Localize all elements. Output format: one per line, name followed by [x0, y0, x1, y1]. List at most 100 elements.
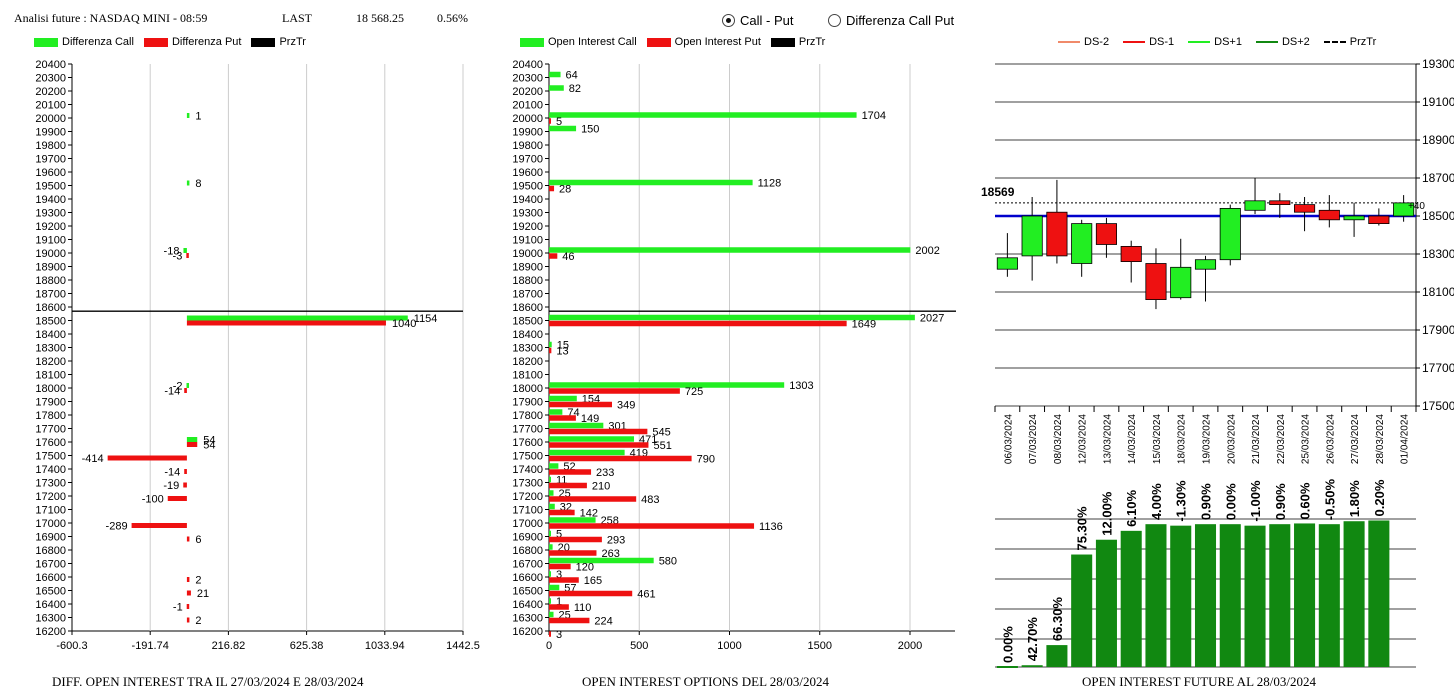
legend-swatch-call — [34, 37, 58, 47]
x-tick-label: 1500 — [808, 640, 832, 652]
bar-call — [549, 557, 654, 564]
y-tick-label: 16300 — [35, 613, 66, 625]
y-tick-label: 18800 — [512, 275, 543, 287]
y-tick-label: 17500 — [1422, 399, 1454, 413]
oi-bar — [1046, 645, 1068, 667]
bar-put — [186, 590, 191, 596]
candle-body — [1368, 215, 1390, 224]
data-label: 21 — [197, 588, 209, 600]
radio-diff-label: Differenza Call Put — [846, 13, 955, 28]
y-tick-label: 18400 — [512, 329, 543, 341]
bar-call — [186, 437, 198, 442]
bar-put — [549, 604, 569, 610]
data-label: 2002 — [915, 245, 939, 257]
x-tick-label: -191.74 — [132, 640, 169, 652]
data-label: -1.30% — [1174, 480, 1189, 522]
bar-call — [549, 409, 563, 415]
y-tick-label: 16800 — [512, 545, 543, 557]
y-tick-label: 17300 — [35, 478, 66, 490]
x-tick-label: 15/03/2024 — [1152, 414, 1163, 464]
legend-swatch-prztr — [251, 37, 276, 47]
radio-diff-call-put[interactable]: Differenza Call Put — [828, 13, 954, 28]
oi-bar — [1269, 524, 1291, 667]
data-label: 551 — [653, 440, 671, 452]
data-label: 263 — [601, 548, 619, 560]
y-tick-label: 18600 — [512, 302, 543, 314]
y-tick-label: 18500 — [512, 316, 543, 328]
y-tick-label: 19300 — [1422, 57, 1454, 71]
y-tick-label: 19000 — [512, 248, 543, 260]
radio-call-put-label: Call - Put — [740, 13, 794, 28]
x-tick-label: 01/04/2024 — [1400, 414, 1411, 464]
legend-label: DS+1 — [1214, 36, 1242, 48]
data-label: 64 — [566, 70, 578, 82]
y-tick-label: 18200 — [35, 356, 66, 368]
oi-bar — [1343, 521, 1365, 667]
bar-put — [131, 523, 187, 528]
x-tick-label: 1033.94 — [365, 640, 405, 652]
legend-line-prztr — [1323, 41, 1346, 43]
y-tick-label: 20300 — [35, 73, 66, 85]
x-tick-label: 18/03/2024 — [1177, 414, 1188, 464]
bar-put — [549, 550, 597, 556]
candle-body — [1120, 245, 1142, 262]
legend-label: PrzTr — [1349, 36, 1377, 48]
y-tick-label: 19500 — [512, 181, 543, 193]
data-label: 1154 — [414, 313, 438, 325]
bar-call — [549, 125, 577, 132]
data-label: 3 — [556, 629, 562, 641]
y-tick-label: 17600 — [512, 437, 543, 449]
y-tick-label: 19600 — [35, 167, 66, 179]
data-label: 790 — [697, 454, 715, 466]
radio-dot[interactable] — [828, 14, 841, 27]
y-tick-label: 18900 — [512, 262, 543, 274]
y-tick-label: 16400 — [35, 599, 66, 611]
caption-oi-options: OPEN INTEREST OPTIONS DEL 28/03/2024 — [582, 674, 829, 689]
data-label: 142 — [580, 508, 598, 520]
legend-line-ds+2 — [1255, 41, 1278, 43]
oi-bar — [1194, 524, 1217, 667]
y-tick-label: 20200 — [35, 86, 66, 98]
radio-dot-selected[interactable] — [722, 14, 735, 27]
bar-put — [549, 118, 551, 124]
data-label: 461 — [637, 589, 655, 601]
y-tick-label: 17000 — [512, 518, 543, 530]
legend-line-ds-2 — [1058, 41, 1080, 43]
oi-bar — [1095, 539, 1117, 667]
x-tick-label: -600.3 — [56, 640, 87, 652]
x-tick-label: 12/03/2024 — [1078, 414, 1089, 464]
candle-body — [1393, 202, 1415, 217]
bar-call — [186, 383, 190, 388]
data-label: -1.00% — [1248, 480, 1263, 522]
data-label: 46 — [562, 251, 574, 263]
data-label: 6 — [195, 534, 201, 546]
legend-candles: DS-2 DS-1 DS+1 DS+2 PrzTr — [1058, 36, 1376, 48]
y-tick-label: 17100 — [512, 505, 543, 517]
y-tick-label: 19000 — [35, 248, 66, 260]
y-tick-label: 18800 — [35, 275, 66, 287]
y-tick-label: 17100 — [35, 505, 66, 517]
data-label: 210 — [592, 481, 610, 493]
legend-label: DS-1 — [1149, 36, 1175, 48]
legend-swatch-prztr — [770, 37, 795, 47]
bar-call — [549, 112, 857, 118]
candle-body — [1021, 215, 1043, 257]
bar-put — [549, 631, 551, 637]
x-tick-label: 500 — [630, 640, 648, 652]
data-label: 1303 — [789, 380, 813, 392]
x-tick-label: 625.38 — [290, 640, 324, 652]
bar-call — [549, 463, 559, 469]
y-tick-label: 19700 — [35, 154, 66, 166]
y-tick-label: 20000 — [512, 113, 543, 125]
bar-put — [549, 509, 575, 516]
y-tick-label: 18500 — [35, 316, 66, 328]
data-label: 28 — [559, 184, 571, 196]
candle-body — [1269, 200, 1291, 206]
oi-bar — [1071, 554, 1093, 667]
radio-call-put[interactable]: Call - Put — [722, 13, 793, 28]
data-label: 580 — [659, 556, 677, 568]
caption-diff: DIFF. OPEN INTEREST TRA IL 27/03/2024 E … — [52, 674, 364, 689]
data-label: 165 — [584, 575, 602, 587]
data-label: 1 — [195, 111, 201, 123]
bar-call — [549, 476, 551, 483]
